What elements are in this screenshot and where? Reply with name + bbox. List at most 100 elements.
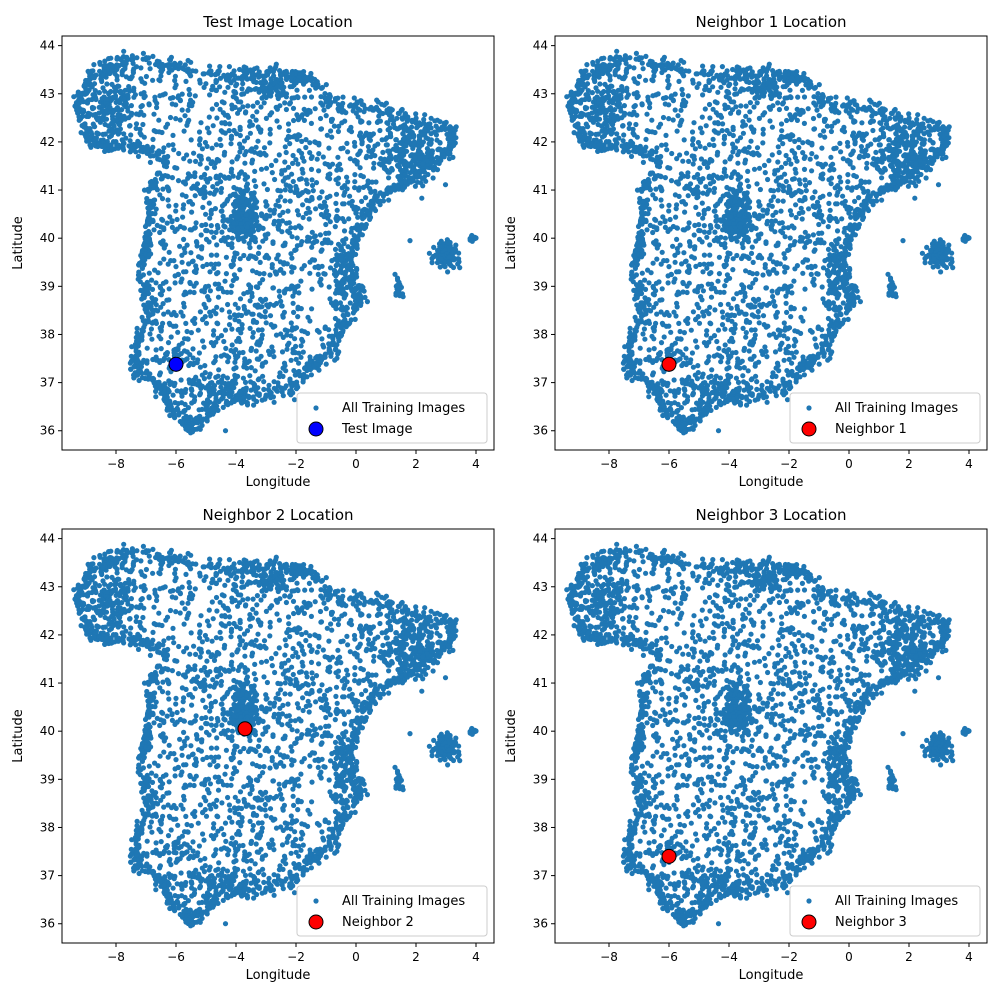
training-point xyxy=(291,179,296,184)
training-point xyxy=(837,141,842,146)
training-point xyxy=(158,240,163,245)
training-point xyxy=(366,120,371,125)
training-point xyxy=(698,126,703,131)
training-point xyxy=(111,109,116,114)
training-point xyxy=(284,332,289,337)
training-point xyxy=(269,344,274,349)
training-point xyxy=(194,240,199,245)
training-point xyxy=(363,195,368,200)
training-point xyxy=(82,90,87,95)
training-point xyxy=(380,150,385,155)
training-point xyxy=(154,302,159,307)
training-point xyxy=(191,151,196,156)
training-point xyxy=(197,153,202,158)
training-point xyxy=(140,255,145,260)
y-tick-label: 41 xyxy=(40,183,55,197)
training-point xyxy=(108,56,113,61)
training-point xyxy=(375,142,380,147)
training-point xyxy=(159,292,164,297)
training-point xyxy=(298,242,303,247)
training-point xyxy=(445,269,450,274)
training-point xyxy=(102,149,107,154)
training-point xyxy=(255,302,260,307)
training-point xyxy=(819,146,824,151)
training-point xyxy=(268,77,273,82)
training-point xyxy=(780,101,785,106)
training-point xyxy=(207,64,212,69)
training-point xyxy=(770,289,775,294)
training-point xyxy=(192,316,197,321)
training-point xyxy=(354,243,359,248)
training-point xyxy=(289,264,294,269)
training-point xyxy=(295,137,300,142)
training-point xyxy=(115,65,120,70)
training-point xyxy=(296,305,301,310)
training-point xyxy=(735,161,740,166)
training-point xyxy=(707,142,712,147)
training-point xyxy=(643,137,648,142)
training-point xyxy=(222,100,227,105)
training-point xyxy=(220,203,225,208)
training-point xyxy=(146,216,151,221)
training-point xyxy=(292,397,297,402)
training-point xyxy=(439,148,444,153)
training-point xyxy=(391,122,396,127)
training-point xyxy=(838,149,843,154)
training-point xyxy=(336,129,341,134)
training-point xyxy=(811,116,816,121)
training-point xyxy=(786,225,791,230)
training-point xyxy=(263,255,268,260)
training-point xyxy=(116,143,121,148)
training-point xyxy=(252,169,257,174)
training-point xyxy=(318,116,323,121)
training-point xyxy=(197,78,202,83)
training-point xyxy=(202,71,207,76)
training-point xyxy=(176,412,181,417)
training-point xyxy=(189,386,194,391)
training-point xyxy=(636,94,641,99)
training-point xyxy=(829,129,834,134)
training-point xyxy=(370,147,375,152)
training-point xyxy=(380,137,385,142)
training-point xyxy=(146,222,151,227)
training-point xyxy=(690,129,695,134)
training-point xyxy=(255,139,260,144)
training-point xyxy=(150,145,155,150)
training-point xyxy=(777,150,782,155)
training-point xyxy=(237,267,242,272)
training-point xyxy=(234,339,239,344)
training-point xyxy=(283,144,288,149)
training-point xyxy=(225,302,230,307)
training-point xyxy=(108,89,113,94)
training-point xyxy=(146,291,151,296)
training-point xyxy=(659,203,664,208)
training-point xyxy=(321,355,326,360)
training-point xyxy=(329,258,334,263)
training-point xyxy=(421,121,426,126)
training-point xyxy=(845,140,850,145)
training-point xyxy=(718,359,723,364)
training-point xyxy=(270,285,275,290)
training-point xyxy=(200,338,205,343)
training-point xyxy=(240,350,245,355)
training-point xyxy=(213,311,218,316)
training-point xyxy=(451,131,456,136)
training-point xyxy=(245,103,250,108)
training-point xyxy=(716,328,721,333)
training-point xyxy=(99,144,104,149)
training-point xyxy=(333,96,338,101)
training-point xyxy=(203,212,208,217)
training-point xyxy=(182,129,187,134)
training-point xyxy=(835,201,840,206)
training-point xyxy=(438,119,443,124)
training-point xyxy=(722,327,727,332)
training-point xyxy=(294,88,299,93)
training-point xyxy=(385,142,390,147)
training-point xyxy=(362,289,367,294)
training-point xyxy=(642,337,647,342)
training-point xyxy=(223,224,228,229)
training-point xyxy=(218,143,223,148)
training-point xyxy=(102,63,107,68)
training-point xyxy=(192,290,197,295)
